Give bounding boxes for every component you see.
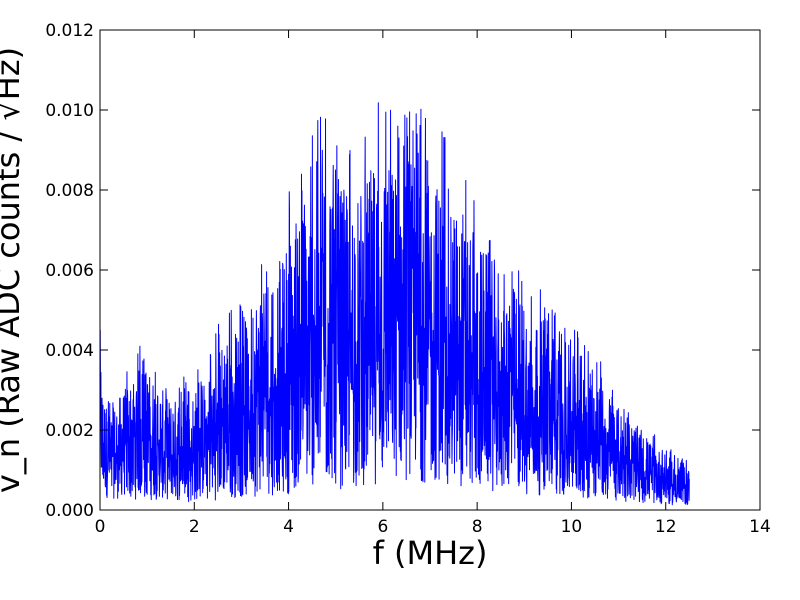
y-axis-title: v_n (Raw ADC counts / √Hz) bbox=[0, 47, 27, 493]
y-tick-label: 0.004 bbox=[45, 341, 94, 361]
x-tick-label: 12 bbox=[655, 517, 677, 537]
x-tick-label: 4 bbox=[283, 517, 294, 537]
x-tick-label: 2 bbox=[189, 517, 200, 537]
x-tick-label: 14 bbox=[749, 517, 771, 537]
series-line bbox=[99, 102, 690, 506]
x-tick-label: 8 bbox=[472, 517, 483, 537]
y-tick-label: 0.002 bbox=[45, 421, 94, 441]
x-tick-label: 10 bbox=[561, 517, 583, 537]
y-tick-label: 0.010 bbox=[45, 101, 94, 121]
x-axis-title: f (MHz) bbox=[373, 534, 488, 572]
x-tick-label: 6 bbox=[377, 517, 388, 537]
y-tick-label: 0.012 bbox=[45, 21, 94, 41]
y-tick-label: 0.006 bbox=[45, 261, 94, 281]
x-tick-label: 0 bbox=[95, 517, 106, 537]
y-tick-label: 0.008 bbox=[45, 181, 94, 201]
tick-labels: 0 2 4 6 8 10 12 14 0.000 0.002 0.004 0.006 0.008 0.01… bbox=[45, 21, 770, 537]
series-noise-spectrum bbox=[99, 102, 690, 506]
axis-ticks bbox=[99, 29, 761, 511]
y-tick-label: 0.000 bbox=[45, 501, 94, 521]
